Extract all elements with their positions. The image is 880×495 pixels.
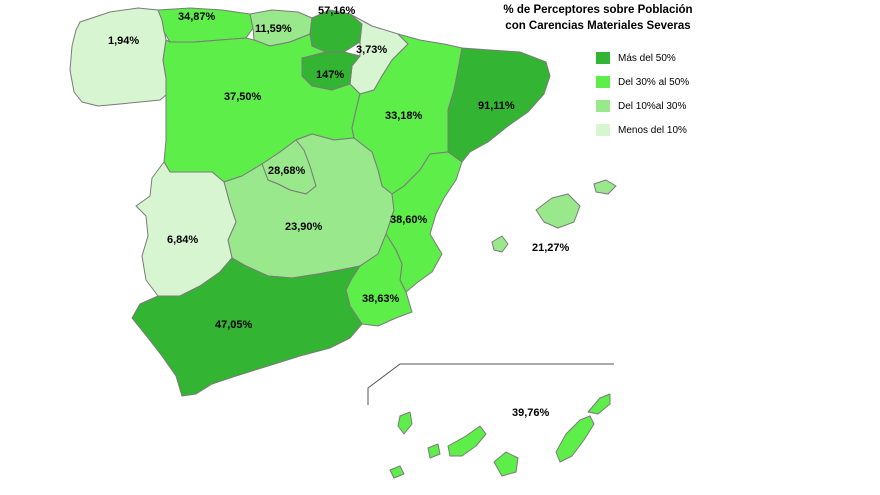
label-pais-vasco: 57,16%: [318, 5, 356, 17]
legend-item-over-50: Más del 50%: [596, 46, 689, 70]
label-asturias: 34,87%: [178, 11, 216, 23]
label-la-rioja: 147%: [316, 69, 344, 81]
label-andalucia: 47,05%: [215, 319, 253, 331]
label-extremadura: 6,84%: [167, 234, 198, 246]
region-canarias-tenerife[interactable]: [447, 425, 487, 457]
region-canarias-la-gomera[interactable]: [427, 443, 441, 459]
label-valencia: 38,60%: [390, 214, 428, 226]
region-canarias-lanzarote[interactable]: [587, 393, 611, 415]
label-galicia: 1,94%: [108, 35, 139, 47]
label-madrid: 28,68%: [268, 165, 306, 177]
label-aragon: 33,18%: [385, 110, 423, 122]
region-valencia[interactable]: [385, 151, 463, 293]
region-baleares-menorca[interactable]: [593, 179, 617, 195]
region-baleares-ibiza[interactable]: [491, 235, 509, 253]
legend-label-under-10: Menos del 10%: [618, 124, 687, 136]
region-galicia[interactable]: [69, 7, 167, 107]
legend: Más del 50% Del 30% al 50% Del 10%al 30%…: [596, 46, 689, 142]
legend-swatch-10-30: [596, 100, 610, 112]
label-baleares: 21,27%: [532, 242, 570, 254]
legend-title-line-1: % de Perceptores sobre Población: [503, 4, 693, 16]
legend-item-10-30: Del 10%al 30%: [596, 94, 689, 118]
label-navarra: 3,73%: [356, 44, 387, 56]
label-canarias: 39,76%: [512, 407, 550, 419]
region-cataluna[interactable]: [447, 47, 551, 163]
label-castilla-leon: 37,50%: [224, 91, 262, 103]
legend-label-10-30: Del 10%al 30%: [618, 100, 687, 112]
region-andalucia[interactable]: [131, 257, 363, 397]
legend-swatch-over-50: [596, 52, 610, 64]
label-cataluna: 91,11%: [478, 100, 515, 112]
legend-title: % de Perceptores sobre Población con Car…: [478, 2, 718, 34]
label-cantabria: 11,59%: [255, 23, 292, 35]
legend-label-over-50: Más del 50%: [618, 52, 676, 64]
legend-swatch-under-10: [596, 124, 610, 136]
legend-swatch-30-50: [596, 76, 610, 88]
legend-title-line-2: con Carencias Materiales Severas: [505, 20, 691, 32]
label-castilla-la-mancha: 23,90%: [285, 221, 323, 233]
legend-item-30-50: Del 30% al 50%: [596, 70, 689, 94]
region-canarias-gran-canaria[interactable]: [493, 451, 519, 477]
legend-label-30-50: Del 30% al 50%: [618, 76, 690, 88]
legend-item-under-10: Menos del 10%: [596, 118, 689, 142]
region-canarias-la-palma[interactable]: [397, 411, 413, 435]
region-canarias-fuerteventura[interactable]: [555, 415, 595, 463]
region-canarias-el-hierro[interactable]: [389, 465, 405, 479]
region-baleares-mallorca[interactable]: [535, 193, 581, 229]
label-murcia: 38,63%: [362, 293, 400, 305]
canarias-inset-frame: [367, 363, 614, 405]
